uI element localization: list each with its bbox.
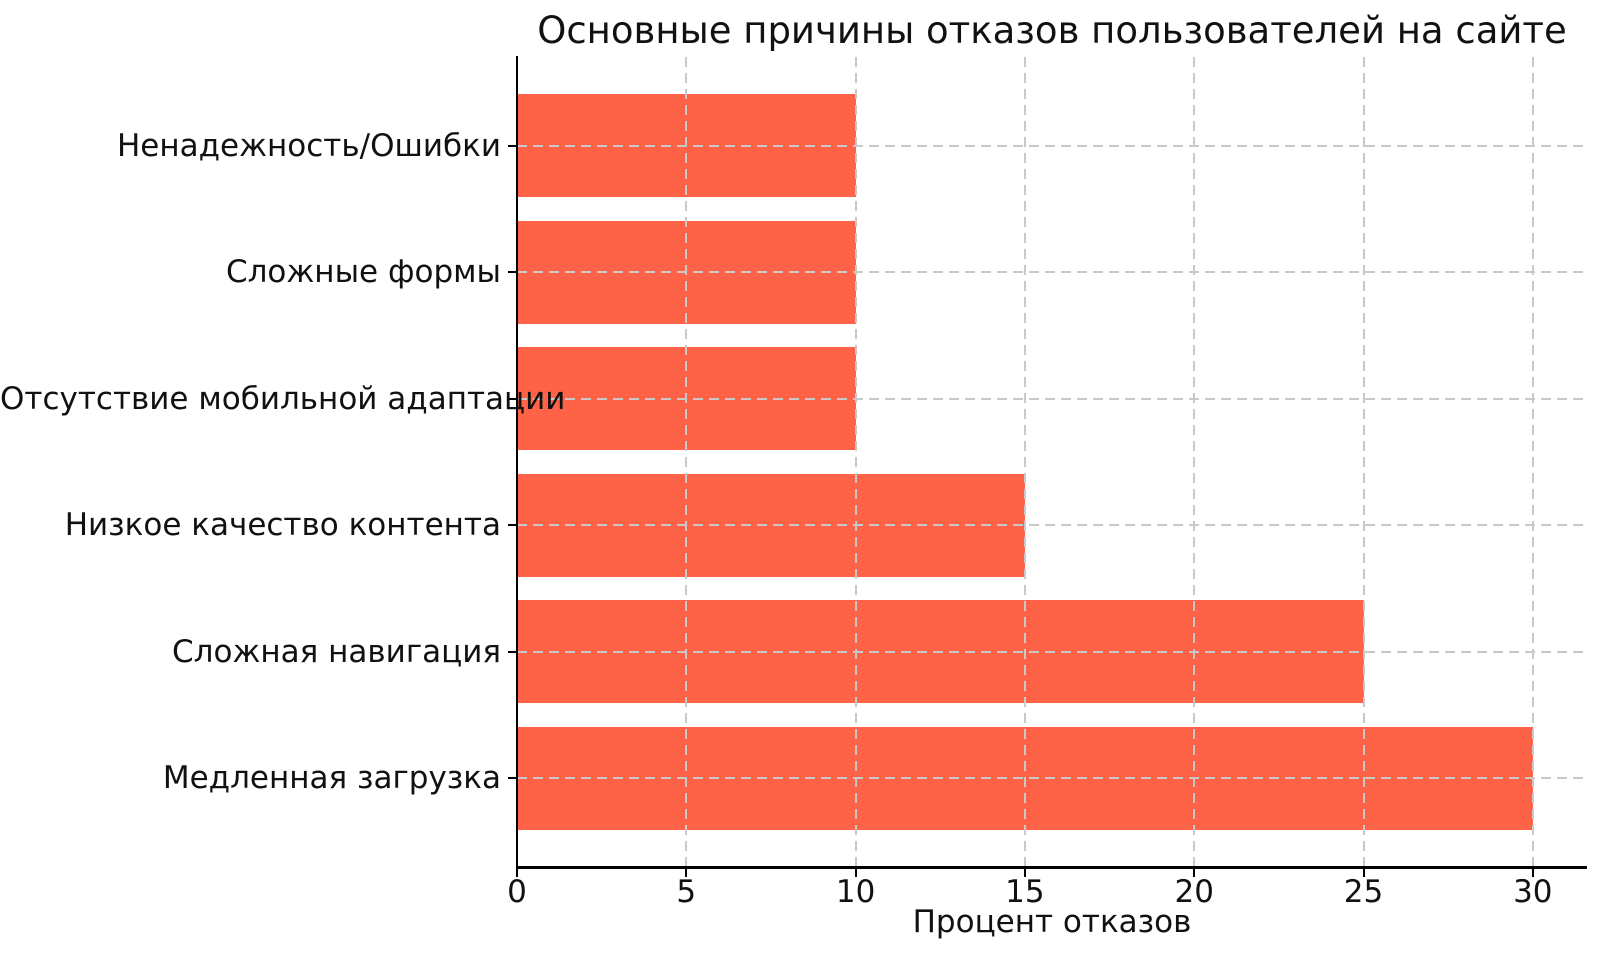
y-tick-mark xyxy=(508,145,517,147)
y-gridline xyxy=(517,524,1587,526)
x-tick-mark xyxy=(1193,868,1196,877)
x-axis-label: Процент отказов xyxy=(912,904,1192,940)
y-tick-label: Низкое качество контента xyxy=(64,507,501,543)
x-gridline xyxy=(1531,57,1534,867)
x-tick-label: 20 xyxy=(1174,874,1214,910)
y-gridline xyxy=(517,398,1587,400)
y-tick-mark xyxy=(508,271,517,273)
chart-title: Основные причины отказов пользователей н… xyxy=(537,9,1567,52)
x-tick-mark xyxy=(854,868,857,877)
y-tick-label: Сложные формы xyxy=(225,254,501,290)
x-gridline xyxy=(854,57,857,867)
x-tick-label: 25 xyxy=(1343,874,1384,910)
x-tick-mark xyxy=(1531,868,1534,877)
x-gridline xyxy=(1193,57,1196,867)
y-gridline xyxy=(517,271,1587,273)
y-tick-label: Ненадежность/Ошибки xyxy=(116,128,501,164)
y-tick-label: Медленная загрузка xyxy=(162,760,501,796)
x-tick-mark xyxy=(1362,868,1365,877)
y-tick-label: Сложная навигация xyxy=(172,634,501,670)
y-tick-mark xyxy=(508,398,517,400)
x-tick-mark xyxy=(685,868,688,877)
y-tick-mark xyxy=(508,651,517,653)
y-gridline xyxy=(517,777,1587,779)
x-tick-label: 30 xyxy=(1513,874,1553,910)
y-gridline xyxy=(517,651,1587,653)
y-axis-spine xyxy=(515,56,518,868)
x-gridline xyxy=(1362,57,1365,867)
x-tick-mark xyxy=(1023,868,1026,877)
x-gridline xyxy=(1023,57,1026,867)
y-tick-mark xyxy=(508,524,517,526)
y-gridline xyxy=(517,145,1587,147)
x-tick-label: 0 xyxy=(507,874,527,910)
x-gridline xyxy=(685,57,688,867)
x-tick-label: 5 xyxy=(676,874,697,910)
y-tick-mark xyxy=(508,777,517,779)
x-tick-label: 10 xyxy=(835,874,876,910)
x-tick-mark xyxy=(516,868,518,877)
x-axis-spine xyxy=(515,866,1587,869)
x-tick-label: 15 xyxy=(1005,874,1045,910)
y-tick-label: Отсутствие мобильной адаптации xyxy=(0,381,566,417)
